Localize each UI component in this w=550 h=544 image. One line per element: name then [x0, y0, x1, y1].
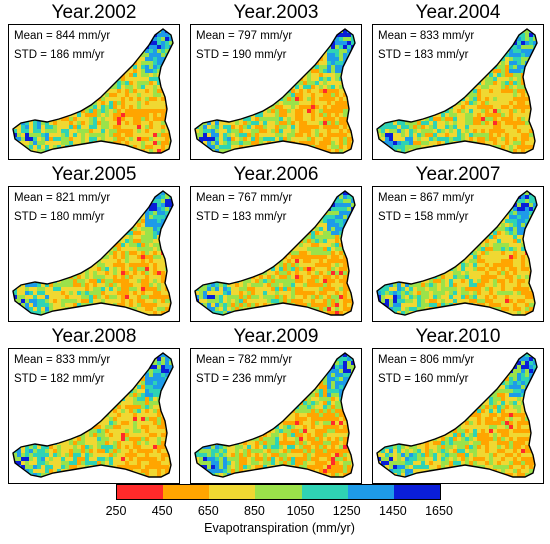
basin-outline [12, 28, 174, 154]
mean-label: Mean = 833 mm/yr [14, 354, 111, 366]
evapotranspiration-map [194, 28, 356, 154]
basin-outline [376, 28, 538, 154]
legend-tick-label: 650 [197, 504, 219, 518]
mean-label: Mean = 821 mm/yr [14, 192, 111, 204]
basin-outline [12, 190, 174, 316]
map-frame: Mean = 821 mm/yr STD = 180 mm/yr [8, 186, 180, 322]
map-frame: Mean = 833 mm/yr STD = 183 mm/yr [372, 24, 544, 160]
std-label: STD = 236 mm/yr [196, 373, 287, 385]
basin-outline [194, 28, 356, 154]
basin-outline [376, 352, 538, 478]
mean-label: Mean = 782 mm/yr [196, 354, 293, 366]
basin-outline [194, 352, 356, 478]
std-label: STD = 180 mm/yr [14, 211, 105, 223]
map-frame: Mean = 767 mm/yr STD = 183 mm/yr [190, 186, 362, 322]
basin-outline [12, 352, 174, 478]
legend-tick-label: 850 [243, 504, 265, 518]
map-frame: Mean = 782 mm/yr STD = 236 mm/yr [190, 348, 362, 484]
legend-tick-label: 1050 [286, 504, 315, 518]
map-panel: Year.2009 Mean = 782 mm/yr STD = 236 mm/yr [190, 326, 362, 484]
std-label: STD = 190 mm/yr [196, 49, 287, 61]
map-panel: Year.2008 Mean = 833 mm/yr STD = 182 mm/yr [8, 326, 180, 484]
evapotranspiration-map [194, 352, 356, 478]
panel-title: Year.2005 [51, 164, 137, 185]
panel-title: Year.2006 [233, 164, 319, 185]
map-frame: Mean = 844 mm/yr STD = 186 mm/yr [8, 24, 180, 160]
legend-tick-labels: 250 450 650 850 1050 1250 1450 1650 [106, 504, 453, 520]
map-frame: Mean = 867 mm/yr STD = 158 mm/yr [372, 186, 544, 322]
panel-title: Year.2008 [51, 326, 137, 347]
std-label: STD = 183 mm/yr [196, 211, 287, 223]
evapotranspiration-map [194, 190, 356, 316]
legend-tick-label: 450 [151, 504, 173, 518]
panel-title: Year.2004 [415, 2, 501, 23]
map-panel: Year.2005 Mean = 821 mm/yr STD = 180 mm/yr [8, 164, 180, 322]
std-label: STD = 160 mm/yr [378, 373, 469, 385]
legend-swatch [255, 485, 302, 499]
std-label: STD = 183 mm/yr [378, 49, 469, 61]
std-label: STD = 186 mm/yr [14, 49, 105, 61]
map-panel: Year.2007 Mean = 867 mm/yr STD = 158 mm/yr [372, 164, 544, 322]
map-frame: Mean = 797 mm/yr STD = 190 mm/yr [190, 24, 362, 160]
std-label: STD = 158 mm/yr [378, 211, 469, 223]
basin-outline [376, 190, 538, 316]
legend-tick-label: 1250 [332, 504, 361, 518]
std-label: STD = 182 mm/yr [14, 373, 105, 385]
legend-swatch [117, 485, 164, 499]
evapotranspiration-map [12, 190, 174, 316]
legend-tick-label: 1450 [378, 504, 407, 518]
mean-label: Mean = 767 mm/yr [196, 192, 293, 204]
panel-title: Year.2007 [415, 164, 501, 185]
panel-title: Year.2002 [51, 2, 137, 23]
panel-title: Year.2003 [233, 2, 319, 23]
mean-label: Mean = 833 mm/yr [378, 30, 475, 42]
map-panel: Year.2006 Mean = 767 mm/yr STD = 183 mm/yr [190, 164, 362, 322]
panel-title: Year.2010 [415, 326, 501, 347]
panel-title: Year.2009 [233, 326, 319, 347]
basin-outline [194, 190, 356, 316]
map-panel: Year.2010 Mean = 806 mm/yr STD = 160 mm/yr [372, 326, 544, 484]
legend-tick-label: 1650 [425, 504, 453, 518]
evapotranspiration-map [12, 352, 174, 478]
map-frame: Mean = 833 mm/yr STD = 182 mm/yr [8, 348, 180, 484]
map-panel: Year.2003 Mean = 797 mm/yr STD = 190 mm/yr [190, 2, 362, 160]
mean-label: Mean = 844 mm/yr [14, 30, 111, 42]
evapotranspiration-map [12, 28, 174, 154]
map-panel: Year.2002 Mean = 844 mm/yr STD = 186 mm/yr [8, 2, 180, 160]
map-panel: Year.2004 Mean = 833 mm/yr STD = 183 mm/yr [372, 2, 544, 160]
legend-color-bar [116, 484, 441, 500]
evapotranspiration-map [376, 28, 538, 154]
mean-label: Mean = 867 mm/yr [378, 192, 475, 204]
map-frame: Mean = 806 mm/yr STD = 160 mm/yr [372, 348, 544, 484]
legend-swatch [347, 485, 394, 499]
color-legend: 250 450 650 850 1050 1250 1450 1650 Evapotransp… [106, 484, 453, 540]
mean-label: Mean = 797 mm/yr [196, 30, 293, 42]
evapotranspiration-map [376, 190, 538, 316]
legend-swatch [163, 485, 210, 499]
legend-tick-label: 250 [105, 504, 127, 518]
evapotranspiration-map [376, 352, 538, 478]
legend-title: Evapotranspiration (mm/yr) [204, 521, 355, 535]
mean-label: Mean = 806 mm/yr [378, 354, 475, 366]
legend-swatch [393, 485, 440, 499]
legend-swatch [209, 485, 256, 499]
legend-swatch [301, 485, 348, 499]
